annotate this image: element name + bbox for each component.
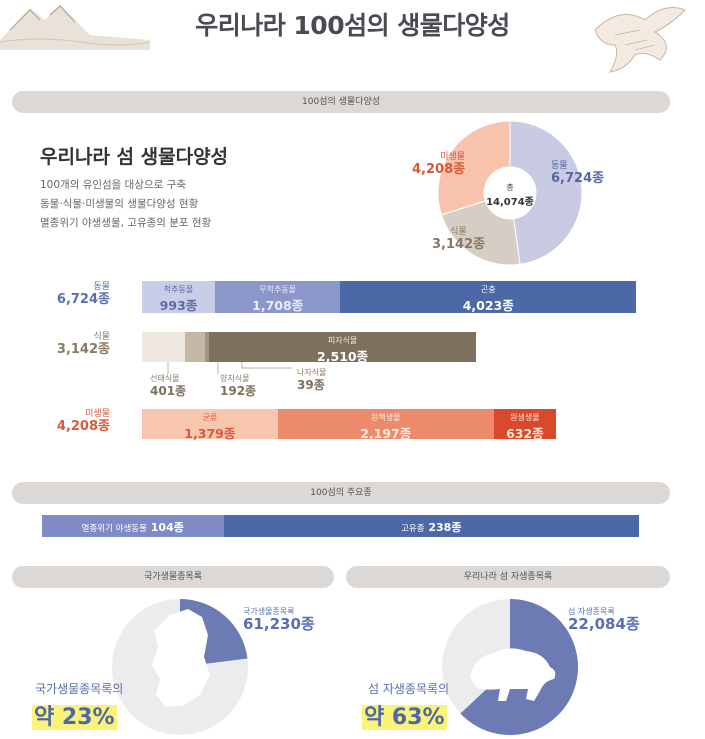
donut-label-name: 동물 (551, 161, 568, 171)
bear-icon (470, 648, 556, 701)
donut-total-value: 14,074종 (486, 197, 534, 208)
donut-label-micro: 미생물 4,208종 (412, 152, 465, 177)
korea-map-icon (152, 609, 210, 707)
donut-slice-1 (440, 200, 521, 266)
section-subtitle: 우리나라 섬 생물다양성 (40, 146, 229, 168)
segment-name: 원핵생물 (371, 413, 401, 422)
page-title: 우리나라 100섬의 생물다양성 (195, 11, 510, 40)
segment-value: 104종 (146, 521, 184, 534)
island-list-pie (442, 599, 578, 735)
donut-label-animal: 동물 6,724종 (551, 161, 604, 186)
plant-leader-lines (167, 362, 292, 374)
donut-hole (484, 167, 536, 219)
national-count: 61,230종 (243, 615, 315, 633)
bar-plant-segment-2 (205, 332, 210, 362)
donut-label-value: 3,142종 (432, 237, 486, 252)
donut-label-value: 6,724종 (551, 171, 605, 186)
plant-stacked-bar: 피자식물 2,510종 (142, 332, 476, 364)
segment-value: 238종 (424, 521, 462, 534)
bar-micro-segment-1: 원핵생물 2,197종 (277, 409, 494, 441)
bird-illustration (594, 7, 686, 73)
donut-total: 총 14,074종 (475, 182, 545, 208)
island-caption: 섬 자생종목록의 (368, 682, 450, 696)
national-percent: 약 23% (32, 699, 117, 731)
segment-value: 993종 (159, 298, 198, 313)
donut-label-plant: 식물 3,142종 (432, 227, 485, 252)
segment-name: 피자식물 (327, 336, 358, 345)
section-band-biodiversity: 100섬의 생물다양성 (12, 91, 670, 113)
national-list-name: 국가생물종목록 (243, 607, 295, 616)
bar-animal-segment-2: 곤충 4,023종 (340, 281, 636, 313)
plant-bryophyte-label: 선태식물 401종 (150, 374, 186, 399)
national-list-pie (112, 599, 248, 735)
segment-value: 2,510종 (317, 349, 369, 364)
bar-animal-segment-0: 척추동물 993종 (142, 281, 215, 313)
donut-label-name: 식물 (450, 227, 467, 237)
micro-name: 미생물 (85, 409, 110, 419)
plant-seg-name: 양치식물 (220, 374, 250, 383)
segment-name: 멸종위기 야생동물 (81, 524, 147, 534)
island-percent: 약 63% (362, 699, 447, 731)
section-band-major-species: 100섬의 주요종 (12, 482, 670, 504)
bar-animal-segment-1: 무척추동물 1,708종 (214, 281, 341, 313)
segment-name: 균류 (202, 413, 218, 422)
plant-seg-name: 나자식물 (297, 368, 327, 377)
donut-label-value: 4,208종 (412, 162, 466, 177)
national-percent-value: 약 23% (32, 705, 117, 730)
desc-line: 100개의 유인섬을 대상으로 구축 (40, 179, 186, 191)
island-count-label: 섬 자생종목록 22,084종 (568, 607, 640, 632)
plant-gymnosperm-label: 나자식물 39종 (297, 368, 326, 393)
donut-label-name: 미생물 (440, 152, 466, 162)
plant-fern-label: 양치식물 192종 (220, 374, 256, 399)
segment-value: 2,197종 (360, 426, 412, 441)
segment-value: 4,023종 (462, 298, 514, 313)
micro-total: 미생물 4,208종 (30, 409, 110, 434)
mountain-illustration (0, 5, 150, 50)
desc-line: 멸종위기 야생생물, 고유종의 분포 현황 (40, 217, 212, 229)
major-species-segment-1: 고유종 238종 (223, 515, 639, 537)
island-percent-value: 약 63% (362, 705, 447, 730)
biodiversity-donut-chart (437, 120, 583, 266)
plant-name: 식물 (93, 332, 110, 342)
micro-stacked-bar: 균류 1,379종 원핵생물 2,197종 원생생물 632종 (142, 409, 556, 441)
national-caption: 국가생물종목록의 (35, 682, 124, 696)
plant-seg-value: 39종 (297, 378, 325, 392)
donut-total-label: 총 (506, 183, 514, 192)
section-description: 100개의 유인섬을 대상으로 구축 동물·식물·미생물의 생물다양성 현황 멸… (40, 176, 211, 233)
bar-plant-segment-0 (142, 332, 185, 362)
section-band-island-list: 우리나라 섬 자생종목록 (346, 566, 670, 588)
segment-name: 무척추동물 (259, 285, 297, 294)
segment-value: 1,379종 (184, 426, 236, 441)
plant-seg-name: 선태식물 (150, 374, 180, 383)
bar-micro-segment-2: 원생생물 632종 (493, 409, 556, 441)
major-species-segment-0: 멸종위기 야생동물 104종 (42, 515, 224, 537)
national-count-label: 국가생물종목록 61,230종 (243, 607, 315, 632)
desc-line: 동물·식물·미생물의 생물다양성 현황 (40, 198, 199, 210)
animal-value: 6,724종 (56, 292, 110, 307)
section-band-national-list: 국가생물종목록 (12, 566, 334, 588)
animal-total: 동물 6,724종 (30, 282, 110, 307)
segment-name: 고유종 (401, 524, 425, 534)
bar-plant-segment-3: 피자식물 2,510종 (209, 332, 476, 364)
island-list-name: 섬 자생종목록 (568, 607, 615, 616)
plant-total: 식물 3,142종 (30, 332, 110, 357)
island-count: 22,084종 (568, 615, 640, 633)
segment-name: 곤충 (480, 285, 496, 294)
micro-value: 4,208종 (56, 419, 110, 434)
plant-seg-value: 192종 (220, 384, 257, 398)
segment-name: 척추동물 (163, 285, 194, 294)
bar-micro-segment-0: 균류 1,379종 (142, 409, 278, 441)
animal-stacked-bar: 척추동물 993종 무척추동물 1,708종 곤충 4,023종 (142, 281, 636, 313)
major-species-bar: 멸종위기 야생동물 104종 고유종 238종 (42, 515, 639, 537)
plant-seg-value: 401종 (150, 384, 187, 398)
segment-value: 1,708종 (252, 298, 304, 313)
bar-plant-segment-1 (184, 332, 206, 362)
segment-name: 원생생물 (510, 413, 540, 422)
segment-value: 632종 (506, 426, 544, 441)
plant-value: 3,142종 (56, 342, 110, 357)
animal-name: 동물 (93, 282, 110, 292)
